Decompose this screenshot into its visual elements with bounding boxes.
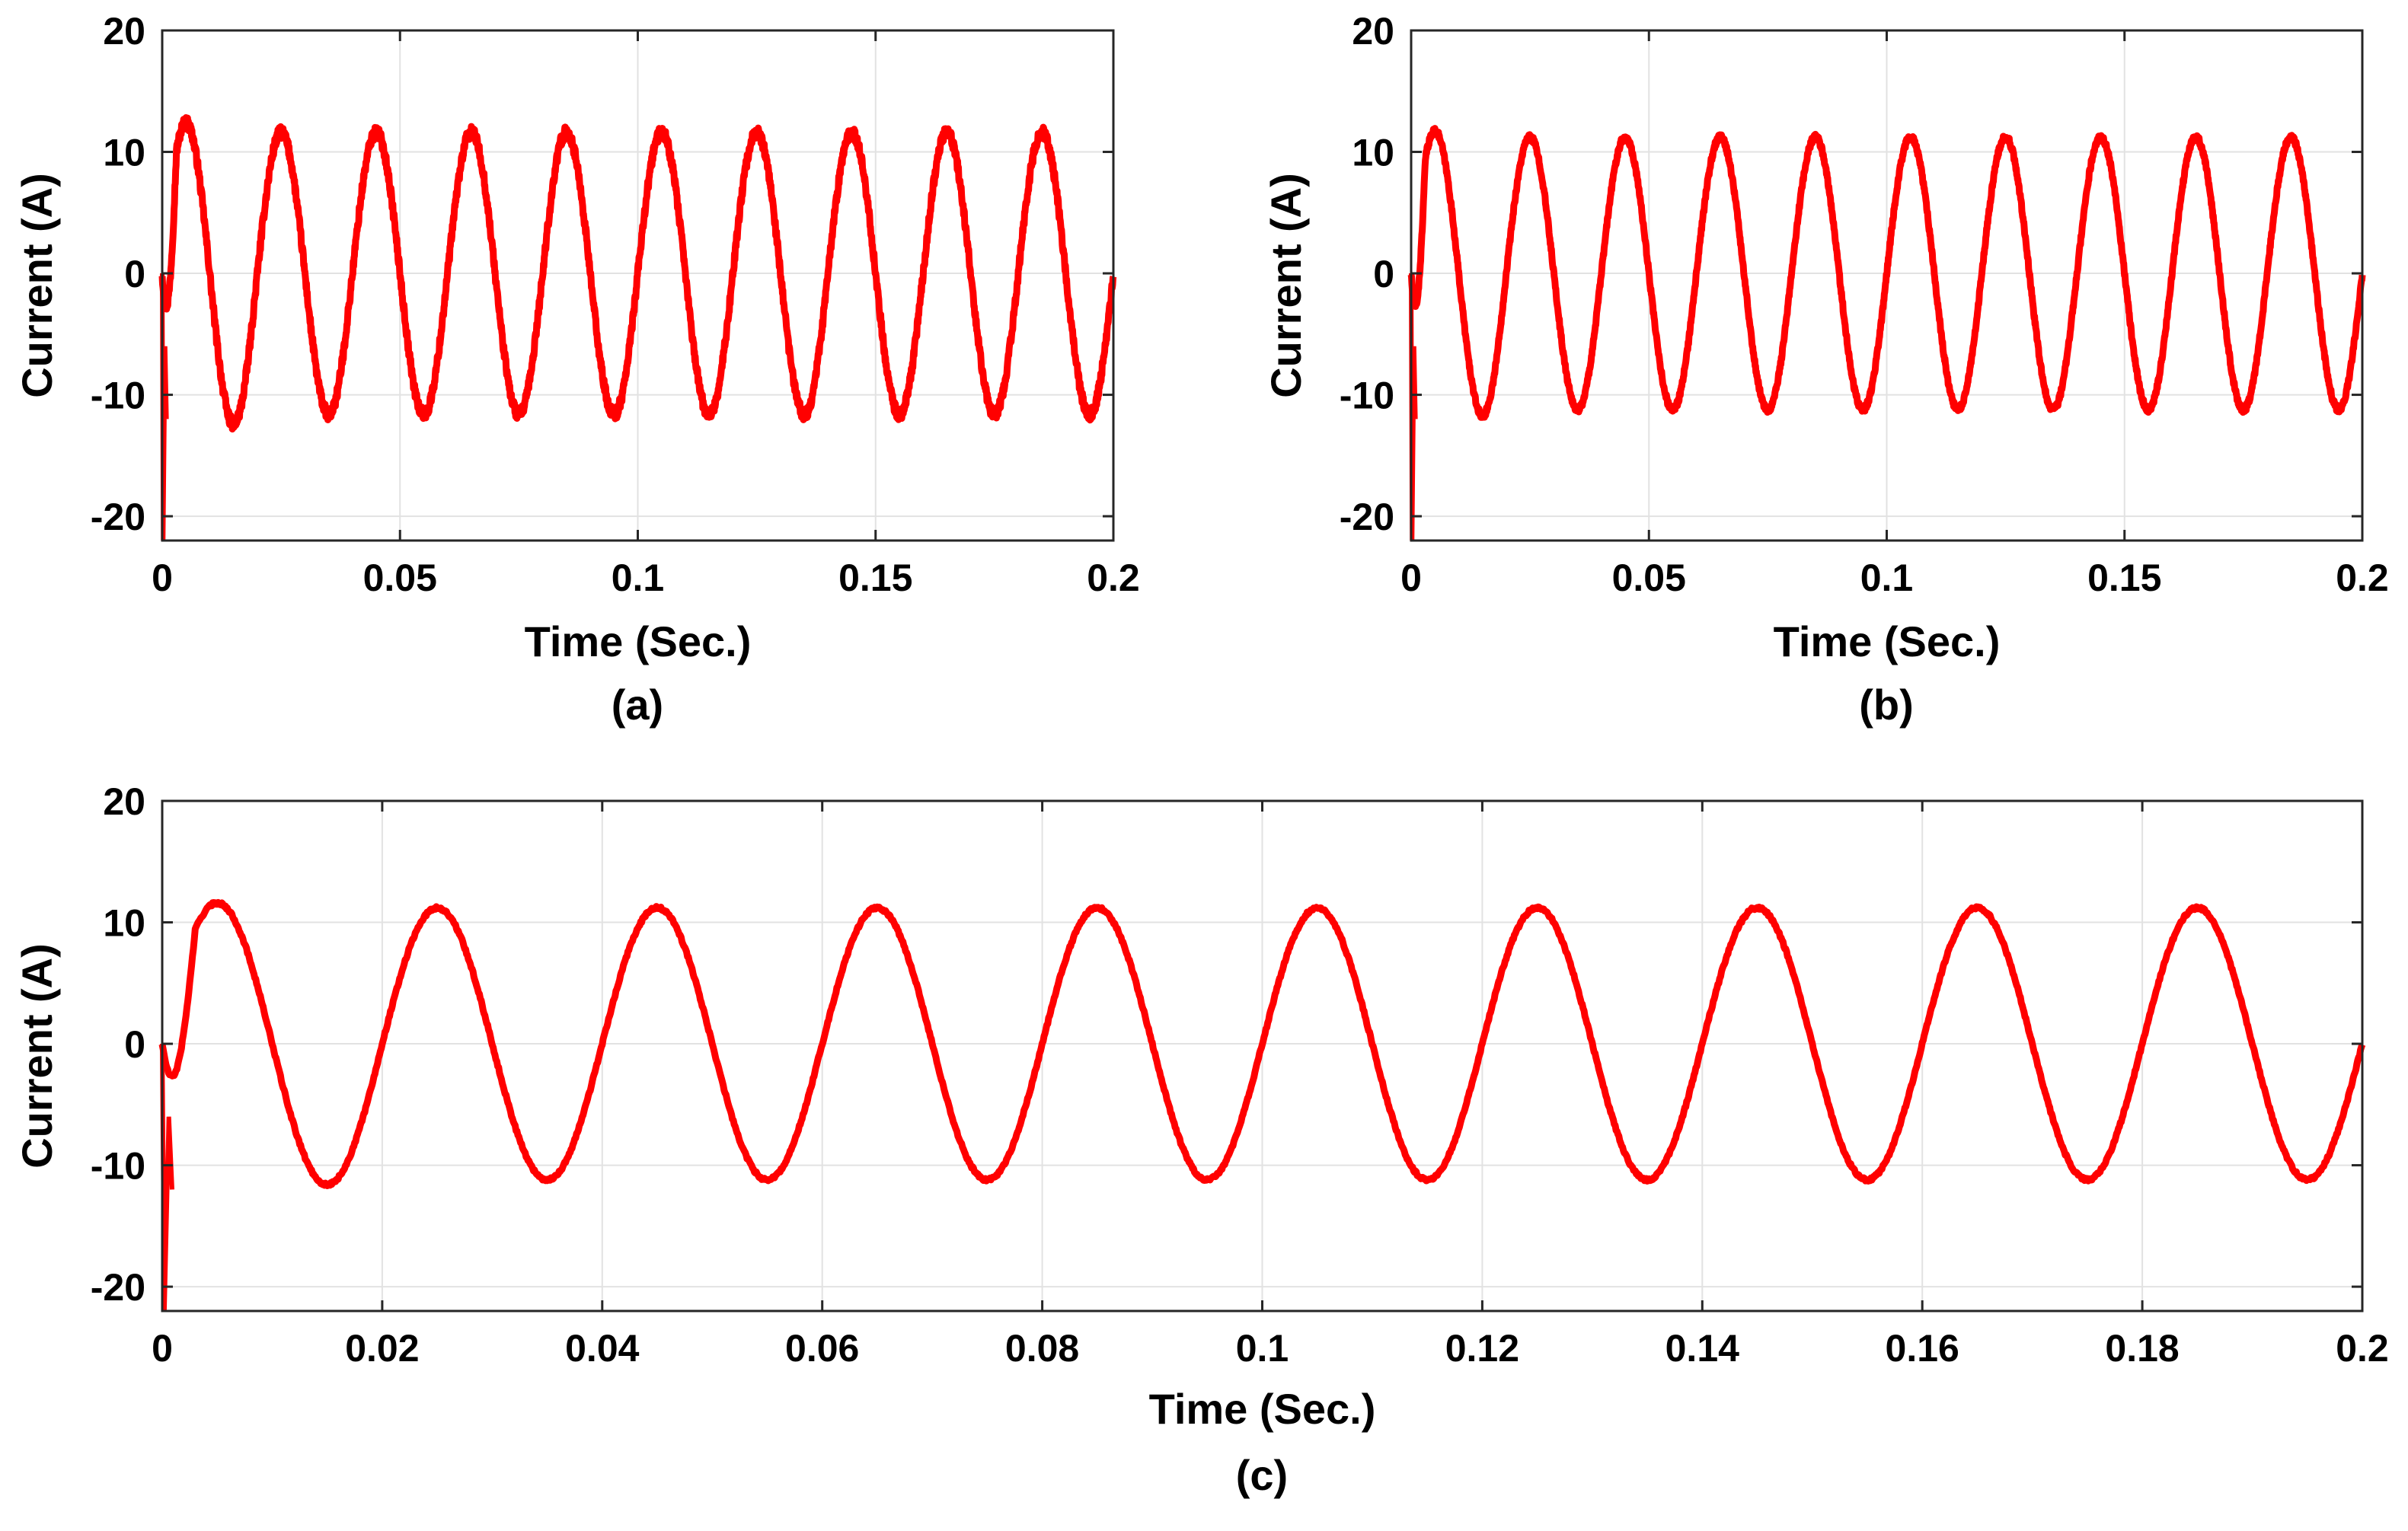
x-axis-label: Time (Sec.)	[1774, 617, 2001, 665]
x-tick-label: 0.16	[1886, 1327, 1959, 1370]
x-tick-label: 0.2	[2336, 1327, 2389, 1370]
panel-caption: (c)	[1236, 1451, 1288, 1499]
x-tick-label: 0.15	[2087, 557, 2161, 599]
y-tick-label: 20	[1352, 10, 1394, 53]
x-tick-label: 0.1	[612, 557, 665, 599]
panel-caption: (a)	[612, 681, 663, 729]
x-tick-label: 0.12	[1445, 1327, 1519, 1370]
x-tick-label: 0.08	[1005, 1327, 1079, 1370]
x-tick-label: 0.15	[838, 557, 912, 599]
x-tick-label: 0.02	[345, 1327, 419, 1370]
panel-c: 0 0.02 0.04 0.06 0.08 0.1 0.12 0.14 0.16 0.18 0.2 -…	[13, 780, 2389, 1499]
panel-b: 0 0.05 0.1 0.15 0.2 -20 -10 0 10 20 Time (Sec.) Cur…	[1262, 10, 2389, 729]
x-tick-label: 0.06	[785, 1327, 859, 1370]
y-tick-label: -20	[91, 1266, 145, 1309]
current-series-line	[1407, 125, 2366, 421]
current-series-line	[158, 114, 1117, 433]
x-tick-label: 0.1	[1236, 1327, 1289, 1370]
y-tick-label: -10	[1340, 375, 1394, 417]
y-tick-label: -20	[1340, 496, 1394, 538]
y-tick-label: 10	[1352, 132, 1394, 174]
panel-a: 0 0.05 0.1 0.15 0.2 -20 -10 0 10 20 Time (Sec.) Cur…	[13, 10, 1140, 729]
y-tick-label: 20	[103, 780, 145, 823]
y-tick-label: -10	[91, 1145, 145, 1188]
y-tick-label: 20	[103, 10, 145, 53]
x-tick-label: 0.18	[2105, 1327, 2179, 1370]
x-tick-label: 0	[152, 1327, 173, 1370]
x-axis-label: Time (Sec.)	[1149, 1385, 1376, 1433]
x-tick-label: 0.04	[565, 1327, 640, 1370]
x-tick-label: 0.1	[1860, 557, 1914, 599]
x-tick-label: 0.2	[1087, 557, 1140, 599]
y-axis-label: Current (A)	[1262, 173, 1310, 398]
y-tick-label: 10	[103, 132, 145, 174]
panel-caption: (b)	[1859, 681, 1914, 729]
x-tick-label: 0.05	[1612, 557, 1686, 599]
y-axis-label: Current (A)	[13, 943, 61, 1169]
y-tick-label: 0	[124, 253, 145, 295]
y-tick-label: -20	[91, 496, 145, 538]
y-tick-label: 0	[124, 1023, 145, 1066]
current-series-line	[158, 898, 2366, 1189]
y-tick-label: 0	[1373, 253, 1394, 295]
y-tick-label: 10	[103, 902, 145, 945]
y-tick-label: -10	[91, 375, 145, 417]
x-tick-label: 0.2	[2336, 557, 2389, 599]
x-axis-label: Time (Sec.)	[525, 617, 752, 665]
x-tick-label: 0	[152, 557, 173, 599]
y-axis-label: Current (A)	[13, 173, 61, 398]
x-tick-label: 0.05	[363, 557, 437, 599]
x-tick-label: 0	[1400, 557, 1422, 599]
x-tick-label: 0.14	[1665, 1327, 1740, 1370]
